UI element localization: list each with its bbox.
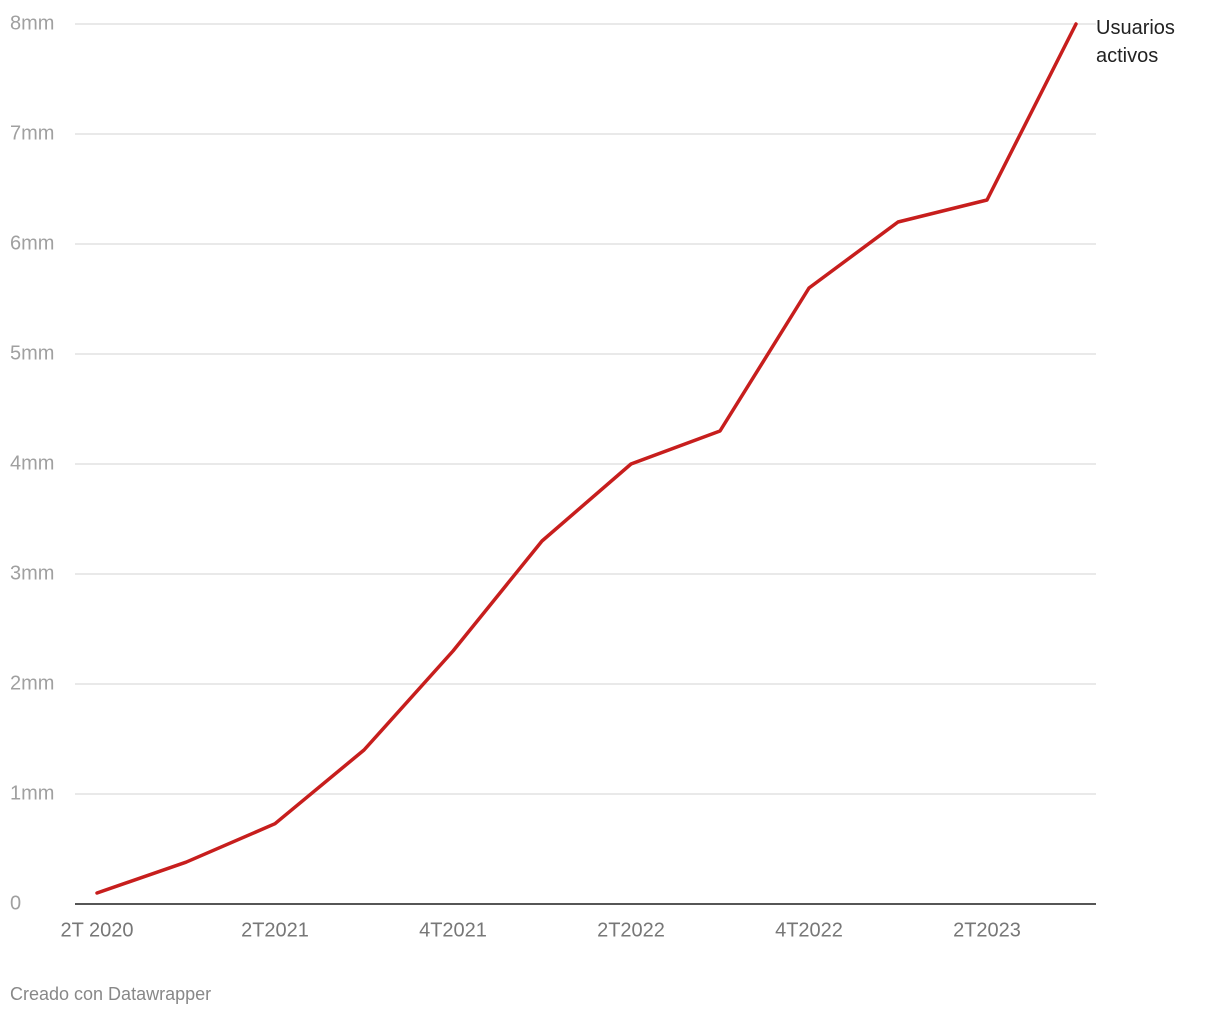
y-tick-label: 5mm: [10, 342, 54, 364]
y-tick-label: 6mm: [10, 232, 54, 254]
y-tick-label: 3mm: [10, 562, 54, 584]
y-tick-label: 7mm: [10, 122, 54, 144]
x-tick-label: 4T2021: [419, 919, 487, 941]
series-label: Usuarios activos: [1096, 17, 1175, 67]
y-tick-label: 8mm: [10, 12, 54, 34]
y-tick-label: 0: [10, 892, 21, 914]
x-tick-label: 2T2023: [953, 919, 1021, 941]
y-tick-label: 4mm: [10, 452, 54, 474]
source: Creado con Datawrapper: [10, 984, 212, 1004]
x-tick-label: 2T 2020: [60, 919, 133, 941]
x-tick-label: 4T2022: [775, 919, 843, 941]
line: [95, 22, 1078, 895]
x-tick-label: 2T2021: [241, 919, 309, 941]
y-tick-label: 2mm: [10, 672, 54, 694]
x-tick-label: 2T2022: [597, 919, 665, 941]
y-tick-label: 1mm: [10, 782, 54, 804]
